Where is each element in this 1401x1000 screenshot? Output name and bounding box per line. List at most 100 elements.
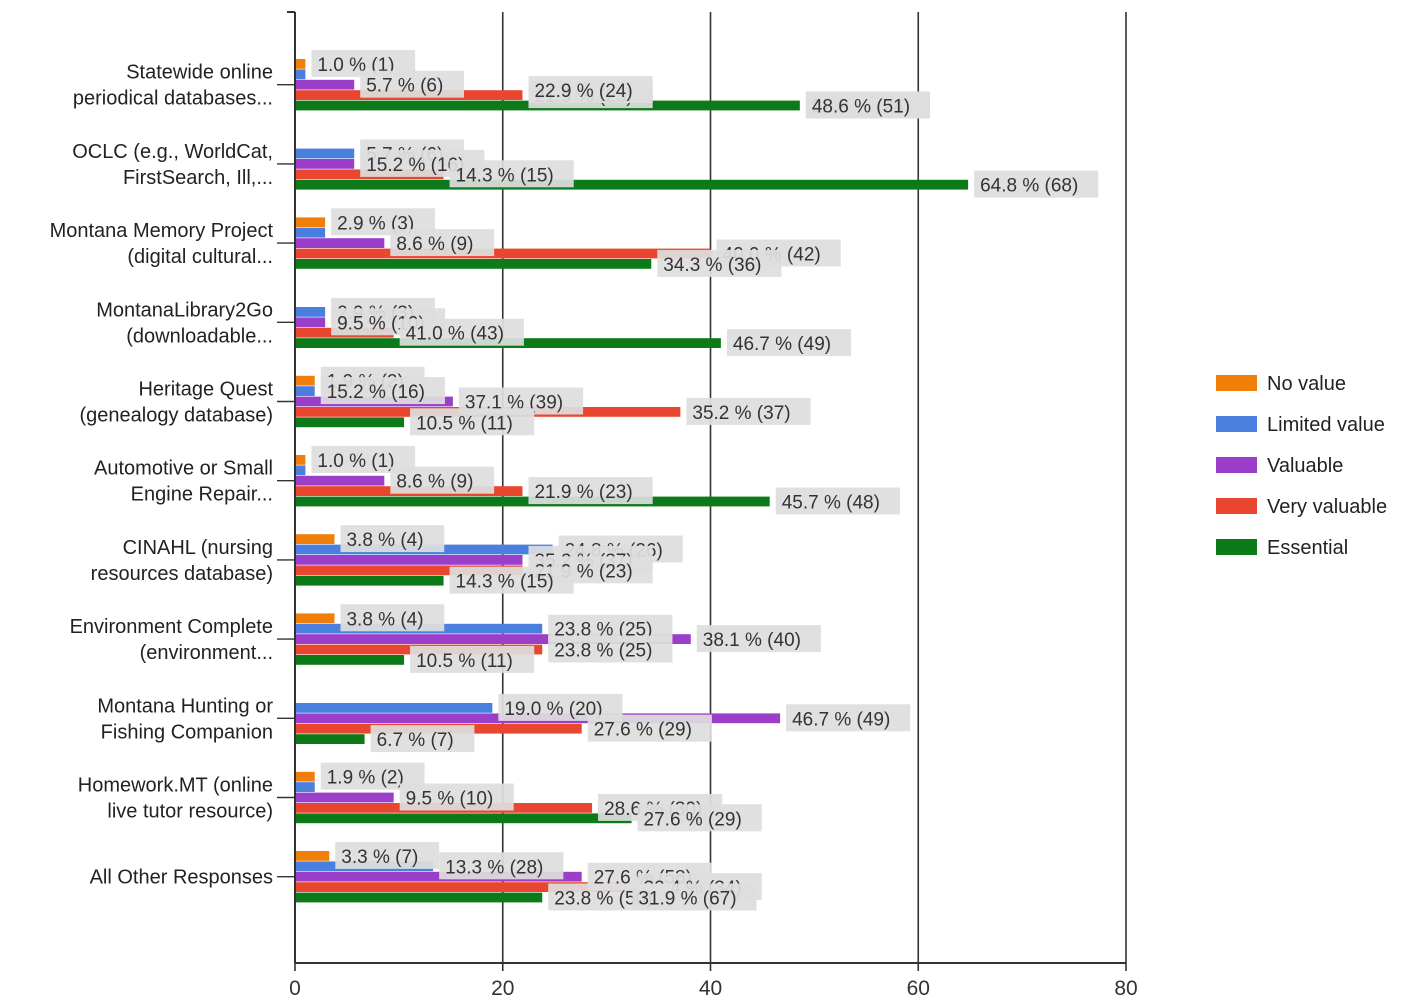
bar <box>296 455 306 465</box>
data-label-text: 27.6 % (29) <box>594 720 692 741</box>
bar <box>296 655 405 665</box>
x-tick-label: 20 <box>491 977 514 1000</box>
data-label-text: 41.0 % (43) <box>406 324 504 345</box>
bar <box>296 179 969 190</box>
category-label: (genealogy database) <box>80 405 273 427</box>
bar <box>296 555 523 565</box>
category-label: Automotive or Small <box>94 458 273 480</box>
bar <box>296 565 523 576</box>
data-label-box <box>657 249 782 277</box>
data-label-text: 23.8 % (25) <box>554 641 652 662</box>
data-label-text: 3.3 % (7) <box>341 847 418 868</box>
data-label-text: 3.8 % (4) <box>346 530 423 551</box>
data-label-text: 48.6 % (51) <box>812 97 910 118</box>
category-label: Engine Repair... <box>131 484 273 506</box>
data-label-box <box>399 318 524 346</box>
bar <box>296 465 306 476</box>
bar <box>296 734 365 744</box>
bar <box>296 417 405 428</box>
data-label-box <box>637 804 762 832</box>
data-label: 46.7 % (49) <box>786 704 911 732</box>
legend: No value Limited value Valuable Very valuab… <box>1216 373 1387 559</box>
category-label: (downloadable... <box>126 325 273 347</box>
bar <box>296 782 315 792</box>
category-label: All Other Responses <box>90 867 273 889</box>
data-label-box <box>686 397 811 425</box>
category-label: Heritage Quest <box>138 379 273 401</box>
data-label: 3.8 % (4) <box>340 604 445 632</box>
data-label: 1.0 % (1) <box>311 445 416 473</box>
bar <box>296 634 691 644</box>
bar <box>296 317 326 328</box>
data-label: 9.5 % (10) <box>399 783 514 811</box>
category-label: MontanaLibrary2Go <box>96 299 273 321</box>
bar <box>296 238 385 248</box>
data-label-box <box>548 635 673 663</box>
data-label: 3.8 % (4) <box>340 525 445 553</box>
data-label-box <box>449 566 574 594</box>
bar <box>296 159 355 169</box>
bar <box>296 375 315 386</box>
data-label: 22.9 % (24) <box>528 76 653 104</box>
data-label-text: 15.2 % (16) <box>366 155 464 176</box>
data-label-text: 3.8 % (4) <box>346 609 423 630</box>
data-label-box <box>340 604 445 632</box>
legend-swatch <box>1216 539 1257 555</box>
legend-label: Limited value <box>1267 414 1385 436</box>
data-label-text: 13.3 % (28) <box>445 857 543 878</box>
data-label-box <box>775 487 900 515</box>
data-label: 27.6 % (29) <box>587 714 712 742</box>
category-label: (digital cultural... <box>127 246 273 268</box>
data-label-text: 1.9 % (2) <box>327 768 404 789</box>
bar <box>296 534 335 544</box>
data-label-text: 46.7 % (49) <box>792 709 890 730</box>
data-label-text: 27.6 % (29) <box>644 809 742 830</box>
data-label-text: 14.3 % (15) <box>456 165 554 186</box>
data-label: 8.6 % (9) <box>390 229 495 257</box>
data-label-box <box>726 329 852 357</box>
bar <box>296 792 394 803</box>
data-label-text: 1.0 % (1) <box>317 55 394 76</box>
data-label-box <box>786 704 911 732</box>
data-label-text: 38.1 % (40) <box>703 630 801 651</box>
bar <box>296 871 582 882</box>
data-labels: 1.0 % (1)5.7 % (6)21.9 % (23)22.9 % (24)… <box>311 49 1099 911</box>
data-label-text: 8.6 % (9) <box>396 234 473 255</box>
data-label: 64.8 % (68) <box>974 170 1099 198</box>
data-label-text: 10.5 % (11) <box>416 651 513 672</box>
category-label: live tutor resource) <box>107 801 273 823</box>
category-label: Fishing Companion <box>101 721 273 743</box>
data-label-box <box>449 160 574 188</box>
data-label-box <box>587 714 712 742</box>
data-label-box <box>370 725 475 753</box>
data-label: 34.3 % (36) <box>657 249 782 277</box>
bar <box>296 386 315 396</box>
x-tick-label: 60 <box>907 977 930 1000</box>
data-label-box <box>360 70 465 98</box>
legend-label: Valuable <box>1267 455 1343 477</box>
legend-label: Essential <box>1267 537 1348 559</box>
bar <box>296 217 326 228</box>
data-label: 15.2 % (16) <box>320 377 445 405</box>
bar <box>296 475 385 486</box>
data-label: 46.7 % (49) <box>726 329 852 357</box>
data-label: 14.3 % (15) <box>449 160 574 188</box>
data-label-box <box>632 883 757 911</box>
data-label-box <box>320 377 445 405</box>
bar <box>296 227 326 238</box>
category-label: CINAHL (nursing <box>123 537 273 559</box>
category-label: OCLC (e.g., WorldCat, <box>72 141 273 163</box>
legend-swatch <box>1216 457 1257 473</box>
data-label: 5.7 % (6) <box>360 70 465 98</box>
data-label: 3.3 % (7) <box>335 841 440 869</box>
x-tick-label: 80 <box>1114 977 1137 1000</box>
data-label-box <box>410 408 535 436</box>
data-label-box <box>528 477 653 505</box>
data-label-text: 37.1 % (39) <box>465 393 563 414</box>
data-label-text: 21.9 % (23) <box>534 482 632 503</box>
legend-swatch <box>1216 498 1257 514</box>
bar <box>296 148 355 159</box>
data-label-text: 46.7 % (49) <box>733 334 831 355</box>
category-label: Homework.MT (online <box>78 775 273 797</box>
